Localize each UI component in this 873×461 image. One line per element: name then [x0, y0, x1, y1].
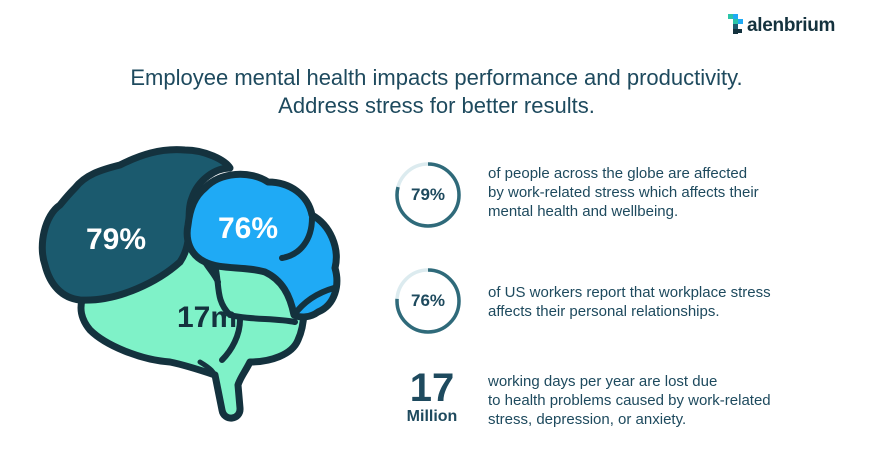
brain-illustration [38, 146, 341, 422]
brand-name: alenbrium [747, 14, 836, 36]
t-grid-logo-icon [728, 14, 743, 34]
headline-line-2: Address stress for better results. [278, 93, 595, 118]
stat-2-line-1: of US workers report that workplace stre… [488, 284, 771, 301]
stat-1-line-2: by work-related stress which affects the… [488, 184, 759, 201]
stat-description-3: working days per year are lost due to he… [488, 372, 771, 429]
stat-value-1: 79% [410, 185, 446, 204]
stat-1-line-3: mental health and wellbeing. [488, 203, 679, 220]
stat-description-1: of people across the globe are affected … [488, 164, 759, 221]
brain-region-blue [183, 170, 341, 321]
stat-3-line-3: stress, depression, or anxiety. [488, 411, 687, 428]
progress-ring-79: 79% [393, 160, 463, 230]
brain-label-76: 76% [218, 212, 279, 245]
brain-region-dark [38, 146, 234, 304]
stat-value-3: 17 Million [397, 368, 467, 426]
stat-1-line-1: of people across the globe are affected [488, 165, 748, 182]
brain-label-17m: 17m [177, 301, 238, 334]
stat-3-line-2: to health problems caused by work-relate… [488, 392, 771, 409]
stat-row-1: 79% [393, 160, 463, 230]
stat-2-line-2: affects their personal relationships. [488, 303, 720, 320]
stat-3-number: 17 [409, 366, 455, 410]
brand-logo: alenbrium [728, 14, 835, 36]
headline-line-1: Employee mental health impacts performan… [130, 65, 743, 90]
progress-ring-76: 76% [393, 266, 463, 336]
stat-description-2: of US workers report that workplace stre… [488, 283, 771, 321]
stat-value-2: 76% [410, 291, 446, 310]
page-headline: Employee mental health impacts performan… [0, 64, 873, 120]
stat-3-unit: Million [406, 408, 458, 425]
brain-label-79: 79% [86, 223, 147, 256]
stat-row-2: 76% [393, 266, 463, 336]
stat-3-line-1: working days per year are lost due [488, 373, 718, 390]
